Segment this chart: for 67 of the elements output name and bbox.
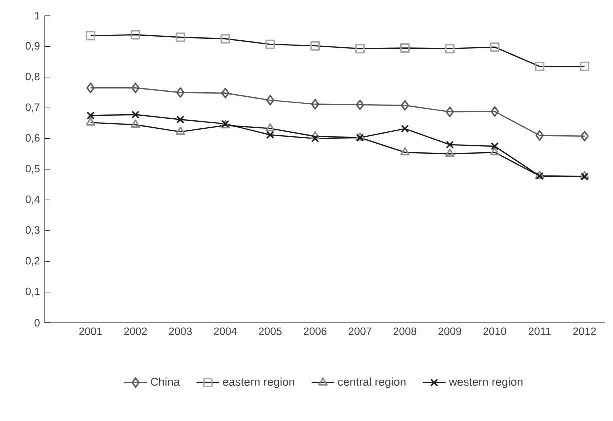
x-tick-label: 2002: [124, 328, 148, 336]
point: [221, 88, 230, 99]
point: [490, 42, 500, 52]
y-tick-label: 0,5: [26, 165, 40, 174]
y-tick-label: 0,6: [26, 134, 40, 144]
point: [446, 141, 454, 149]
legend-label: China: [151, 378, 180, 386]
point: [536, 130, 544, 141]
point: [311, 99, 320, 110]
point: [310, 41, 320, 51]
point: [491, 142, 499, 150]
x-tick-label: 2006: [304, 328, 327, 336]
point: [445, 44, 455, 54]
y-tick-label: 0: [34, 319, 40, 327]
point: [400, 147, 410, 156]
y-tick-label: 0,8: [26, 72, 40, 82]
point: [131, 120, 140, 128]
point: [490, 147, 500, 156]
y-tick-label: 1: [35, 12, 40, 20]
y-tick-label: 0,1: [26, 288, 40, 297]
point: [86, 82, 95, 94]
point: [266, 95, 275, 106]
point: [356, 44, 365, 54]
point: [176, 116, 185, 124]
point: [401, 125, 410, 133]
point: [86, 112, 95, 120]
x-tick-label: 2004: [214, 328, 238, 336]
y-tick-label: 0,2: [26, 257, 40, 266]
legend-label: eastern region: [223, 378, 294, 388]
point: [132, 82, 140, 94]
x-tick-label: 2008: [394, 328, 417, 336]
point: [535, 62, 545, 72]
point: [130, 30, 140, 40]
point: [176, 87, 185, 98]
point: [266, 123, 276, 132]
legend-label: western region: [449, 378, 523, 388]
x-tick-label: 2001: [79, 328, 102, 336]
x-tick-label: 2003: [169, 328, 192, 336]
point: [86, 118, 96, 126]
point: [580, 131, 589, 142]
x-tick-label: 2009: [438, 328, 462, 336]
point: [356, 100, 364, 110]
point: [401, 100, 410, 111]
y-tick-label: 0,7: [26, 104, 40, 112]
y-tick-label: 0,9: [26, 42, 40, 52]
point: [311, 134, 320, 143]
point: [132, 110, 140, 119]
point: [176, 126, 186, 136]
point: [490, 106, 500, 118]
point: [266, 131, 274, 140]
point: [446, 106, 454, 118]
point: [445, 148, 455, 158]
x-tick-label: 2005: [259, 328, 282, 336]
point: [400, 44, 410, 53]
point: [266, 40, 276, 50]
point: [86, 31, 96, 41]
legend-label: central region: [338, 378, 406, 388]
x-tick-label: 2007: [348, 328, 372, 336]
point: [176, 32, 186, 42]
y-tick-label: 0,4: [26, 196, 40, 205]
point: [220, 34, 230, 44]
point: [580, 62, 590, 72]
y-tick-label: 0,3: [26, 226, 40, 236]
x-tick-label: 2011: [528, 328, 551, 336]
x-tick-label: 2010: [484, 328, 506, 336]
point: [310, 131, 320, 140]
x-tick-label: 2012: [573, 328, 596, 336]
